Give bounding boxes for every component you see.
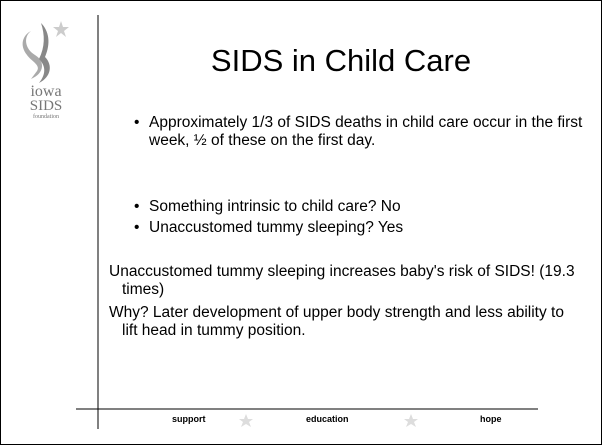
footer-star xyxy=(239,414,253,427)
logo-s2 xyxy=(39,23,50,83)
slide-title: SIDS in Child Care xyxy=(210,43,472,78)
logo-text: foundation xyxy=(33,114,59,120)
logo-text: SIDS xyxy=(29,98,63,114)
paragraph: Why? Later development of upper body str… xyxy=(109,304,564,339)
footer-text: education xyxy=(306,414,349,424)
logo-s xyxy=(22,31,43,79)
bullet: Something intrinsic to child care? No xyxy=(121,198,589,216)
logo-star xyxy=(53,21,69,37)
footer-star xyxy=(404,414,418,427)
bullet: Approximately 1/3 of SIDS deaths in chil… xyxy=(121,114,589,150)
footer-text: support xyxy=(172,414,206,424)
paragraph: Unaccustomed tummy sleeping increases ba… xyxy=(109,263,575,298)
logo-text: iowa xyxy=(30,83,62,100)
footer-text: hope xyxy=(480,414,502,424)
bullet: Unaccustomed tummy sleeping? Yes xyxy=(121,219,589,237)
